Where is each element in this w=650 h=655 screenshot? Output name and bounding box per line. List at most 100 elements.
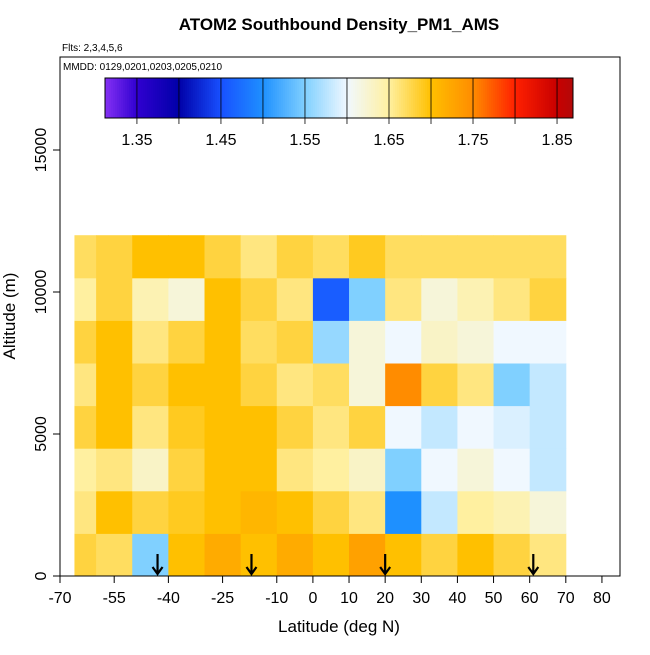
x-tick-label: -10 [265, 590, 288, 607]
colorbar-swatch [333, 78, 336, 118]
colorbar-swatch [253, 78, 256, 118]
heat-cell [96, 363, 133, 407]
colorbar-swatch [129, 78, 132, 118]
colorbar-swatch [379, 78, 382, 118]
colorbar-swatch [395, 78, 398, 118]
colorbar-swatch [335, 78, 338, 118]
colorbar-swatch [191, 78, 194, 118]
heat-cell [240, 363, 278, 407]
colorbar-swatch [199, 78, 202, 118]
colorbar-swatch [541, 78, 544, 118]
y-tick-label: 10000 [33, 270, 50, 315]
colorbar-swatch [121, 78, 124, 118]
colorbar-swatch [411, 78, 414, 118]
colorbar-swatch [203, 78, 206, 118]
colorbar-swatch [339, 78, 342, 118]
colorbar-swatch [321, 78, 324, 118]
colorbar-swatch [313, 78, 316, 118]
heat-cell [457, 363, 495, 407]
colorbar-swatch [465, 78, 468, 118]
colorbar-swatch [235, 78, 238, 118]
colorbar-swatch [403, 78, 406, 118]
colorbar-swatch [337, 78, 340, 118]
colorbar-swatch [299, 78, 302, 118]
heat-cell [168, 320, 206, 364]
heat-cell [74, 448, 97, 492]
heat-cell [276, 533, 314, 577]
colorbar-swatch [463, 78, 466, 118]
colorbar-swatch [511, 78, 514, 118]
colorbar-swatch [237, 78, 240, 118]
heat-cell [96, 277, 133, 321]
heat-cell [74, 533, 97, 577]
colorbar-tick-label: 1.65 [373, 132, 404, 149]
colorbar-swatch [387, 78, 390, 118]
heat-cell [132, 448, 169, 492]
heat-cell [204, 533, 242, 577]
colorbar-swatch [481, 78, 484, 118]
colorbar-swatch [381, 78, 384, 118]
heat-cell [529, 320, 567, 364]
colorbar-swatch [457, 78, 460, 118]
colorbar-swatch [157, 78, 160, 118]
colorbar-swatch [441, 78, 444, 118]
colorbar-swatch [323, 78, 326, 118]
heat-cell [240, 405, 278, 449]
heat-cell [529, 405, 567, 449]
heat-cell [276, 490, 314, 534]
heat-cell [385, 490, 422, 534]
x-tick-label: -55 [103, 590, 126, 607]
colorbar-swatch [409, 78, 412, 118]
colorbar-swatch [355, 78, 358, 118]
colorbar-swatch [479, 78, 482, 118]
heat-cell [421, 363, 458, 407]
colorbar-swatch [349, 78, 352, 118]
heat-cell [96, 533, 133, 577]
heat-cell [312, 235, 350, 279]
heat-cell [204, 405, 242, 449]
colorbar-swatch [447, 78, 450, 118]
colorbar-swatch [247, 78, 250, 118]
heat-cell [349, 533, 386, 577]
heat-cell [240, 448, 278, 492]
heat-cell [421, 490, 458, 534]
colorbar-swatch [543, 78, 546, 118]
heat-cell [493, 363, 531, 407]
colorbar-swatch [505, 78, 508, 118]
colorbar-swatch [325, 78, 328, 118]
colorbar-frame [104, 77, 574, 119]
heat-cell [168, 490, 206, 534]
colorbar-swatch [347, 78, 350, 118]
colorbar-swatch [309, 78, 312, 118]
colorbar-swatch [149, 78, 152, 118]
heat-cell [240, 320, 278, 364]
x-tick-label: 70 [557, 590, 575, 607]
colorbar-swatch [437, 78, 440, 118]
colorbar-swatch [561, 78, 564, 118]
flight-marker [379, 554, 392, 576]
colorbar-swatch [475, 78, 478, 118]
x-tick-label: 0 [308, 590, 317, 607]
heat-cell [276, 235, 314, 279]
x-tick-label: 10 [340, 590, 358, 607]
colorbar-swatch [491, 78, 494, 118]
heat-cell [74, 235, 97, 279]
heat-cell [132, 533, 169, 577]
colorbar-swatch [255, 78, 258, 118]
heat-cell [421, 235, 458, 279]
colorbar-swatch [267, 78, 270, 118]
plot-frame [59, 56, 621, 577]
colorbar-swatch [497, 78, 500, 118]
colorbar-swatch [113, 78, 116, 118]
heat-cell [168, 277, 206, 321]
colorbar-swatch [361, 78, 364, 118]
colorbar-swatch [291, 78, 294, 118]
heat-cell [493, 448, 531, 492]
heat-cell [421, 533, 458, 577]
colorbar-swatch [315, 78, 318, 118]
heat-cell [312, 533, 350, 577]
heat-cell [168, 235, 206, 279]
colorbar-swatch [495, 78, 498, 118]
colorbar-tick-label: 1.75 [457, 132, 488, 149]
colorbar-swatch [283, 78, 286, 118]
